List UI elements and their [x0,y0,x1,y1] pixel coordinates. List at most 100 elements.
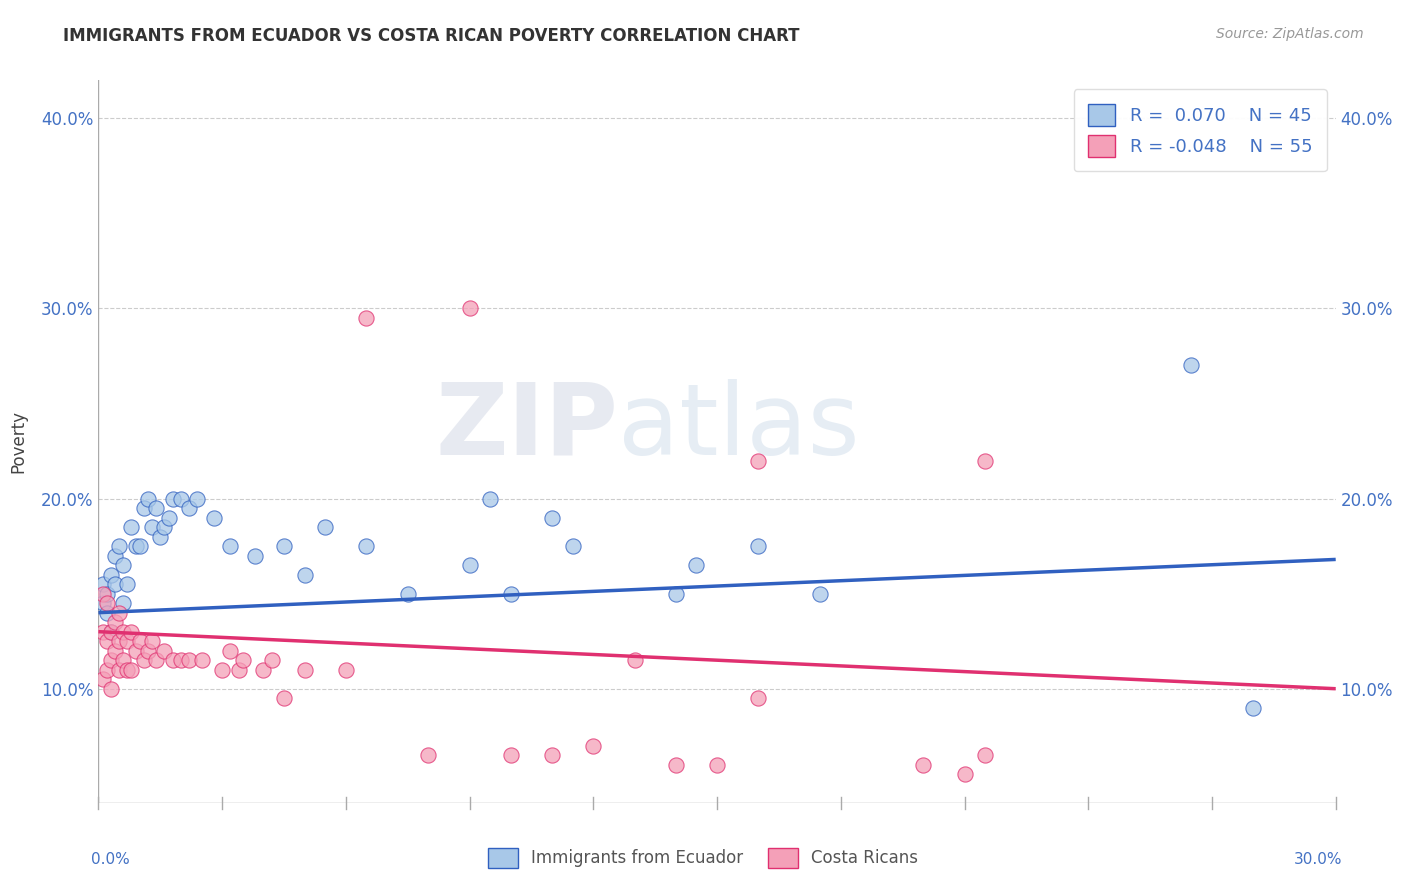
Point [112,596,135,610]
Point [335,663,357,677]
Point [91,624,114,639]
Point [170,491,193,506]
Point [499,748,522,763]
Point [232,653,254,667]
Point [100,653,122,667]
Text: ZIP: ZIP [436,378,619,475]
Point [190,653,212,667]
Point [170,653,193,667]
Point [117,577,139,591]
Point [273,539,295,553]
Point [458,301,481,316]
Point [136,643,159,657]
Point [228,663,250,677]
Point [479,491,502,506]
Point [108,606,131,620]
Point [974,748,997,763]
Point [124,539,146,553]
Point [808,587,831,601]
Point [252,663,274,677]
Point [100,681,122,696]
Text: IMMIGRANTS FROM ECUADOR VS COSTA RICAN POVERTY CORRELATION CHART: IMMIGRANTS FROM ECUADOR VS COSTA RICAN P… [63,27,800,45]
Point [499,587,522,601]
Point [141,520,163,534]
Point [120,624,142,639]
Point [153,643,176,657]
Point [356,310,378,325]
Point [747,691,769,706]
Point [153,520,176,534]
Point [104,643,127,657]
Text: 0.0%: 0.0% [91,852,131,867]
Point [356,539,378,553]
Point [120,663,142,677]
Point [91,596,114,610]
Point [100,624,122,639]
Point [112,624,135,639]
Point [623,653,645,667]
Point [665,757,688,772]
Point [953,767,976,781]
Point [186,491,208,506]
Point [91,587,114,601]
Point [145,653,167,667]
Point [541,748,564,763]
Point [104,549,127,563]
Point [104,615,127,630]
Point [243,549,266,563]
Point [91,672,114,686]
Point [458,558,481,573]
Point [396,587,419,601]
Point [104,577,127,591]
Text: Source: ZipAtlas.com: Source: ZipAtlas.com [1216,27,1364,41]
Point [974,453,997,467]
Point [582,739,605,753]
Point [211,663,233,677]
Point [100,624,122,639]
Point [747,539,769,553]
Point [141,634,163,648]
Y-axis label: Poverty: Poverty [10,410,27,473]
Point [541,510,564,524]
Point [132,653,155,667]
Point [117,634,139,648]
Point [202,510,225,524]
Point [149,530,172,544]
Point [219,643,242,657]
Point [294,567,316,582]
Point [108,539,131,553]
Point [1180,359,1202,373]
Point [96,634,118,648]
Legend: Immigrants from Ecuador, Costa Ricans: Immigrants from Ecuador, Costa Ricans [481,841,925,875]
Point [100,567,122,582]
Point [219,539,242,553]
Point [112,558,135,573]
Point [912,757,935,772]
Point [665,587,688,601]
Point [96,663,118,677]
Point [157,510,180,524]
Point [132,501,155,516]
Point [706,757,728,772]
Point [260,653,283,667]
Point [91,577,114,591]
Point [128,634,150,648]
Point [117,663,139,677]
Point [108,663,131,677]
Text: 30.0%: 30.0% [1295,852,1343,867]
Point [294,663,316,677]
Point [314,520,336,534]
Point [145,501,167,516]
Point [128,539,150,553]
Point [162,653,184,667]
Point [418,748,440,763]
Point [96,606,118,620]
Point [136,491,159,506]
Point [747,453,769,467]
Legend: R =  0.070    N = 45, R = -0.048    N = 55: R = 0.070 N = 45, R = -0.048 N = 55 [1074,89,1327,171]
Point [179,501,201,516]
Point [124,643,146,657]
Point [162,491,184,506]
Point [1241,700,1264,714]
Point [96,596,118,610]
